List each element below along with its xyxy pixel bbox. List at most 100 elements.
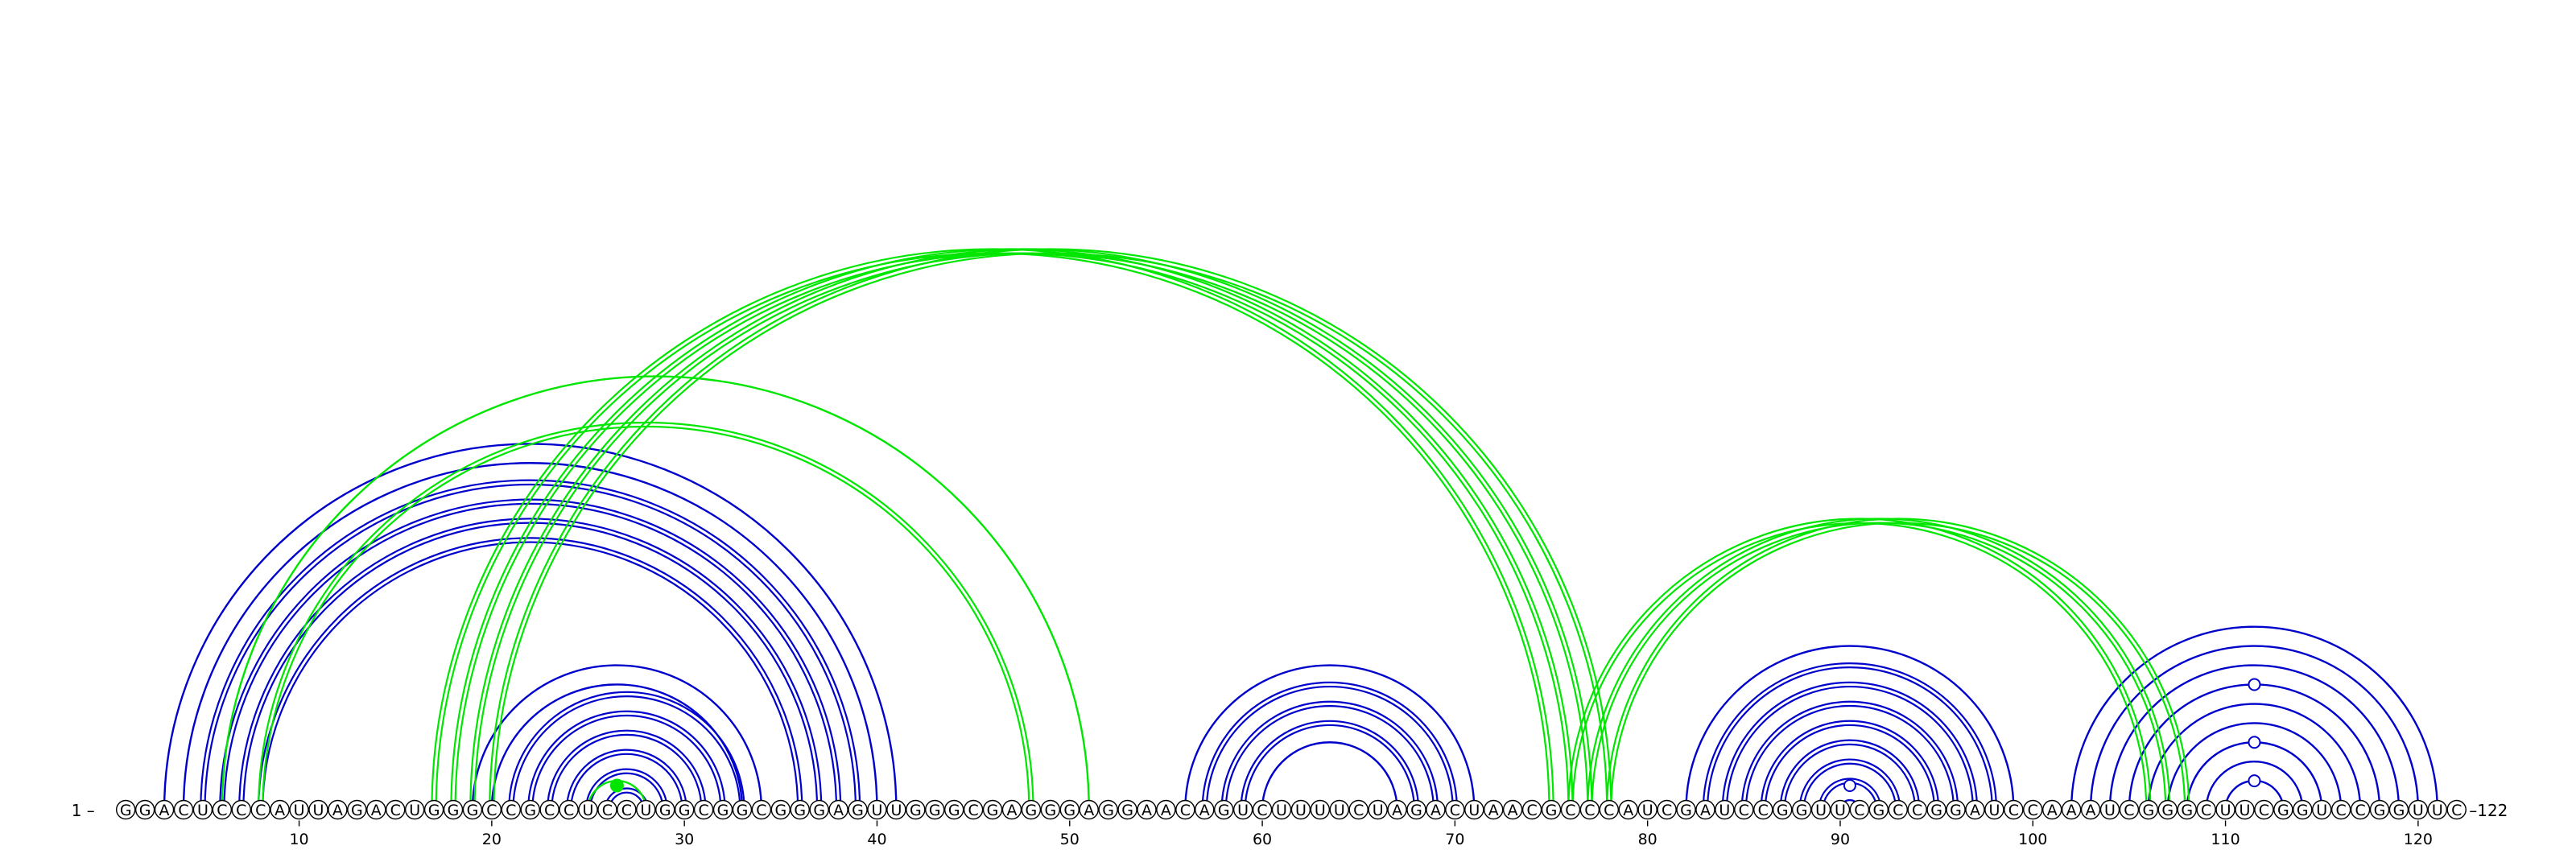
nucleotide-letter: G: [659, 802, 671, 819]
nucleotide: C: [2119, 799, 2140, 820]
nucleotide: C: [1521, 799, 1542, 820]
nucleotide-letter: A: [1970, 802, 1980, 819]
nucleotide-letter: C: [1662, 802, 1672, 819]
nucleotide-letter: G: [774, 802, 786, 819]
nucleotide-letter: U: [294, 802, 305, 819]
nucleotide: A: [1079, 799, 1099, 820]
nucleotide: C: [617, 799, 637, 820]
nucleotide: U: [636, 799, 656, 820]
nucleotide-letter: U: [2240, 802, 2251, 819]
nucleotide: G: [462, 799, 483, 820]
nucleotide-letter: A: [1430, 802, 1441, 819]
nucleotide-letter: A: [1508, 802, 1518, 819]
nucleotide: C: [1657, 799, 1677, 820]
nucleotide: A: [1137, 799, 1157, 820]
nucleotide-letter: A: [275, 802, 285, 819]
nucleotide: C: [1734, 799, 1754, 820]
nucleotide-letter: G: [448, 802, 460, 819]
blue-arc-60-67: [1261, 741, 1398, 811]
nucleotide: C: [231, 799, 251, 820]
nucleotide: U: [1715, 799, 1735, 820]
nucleotide: C: [539, 799, 559, 820]
nucleotide: C: [250, 799, 270, 820]
nucleotide-letter: G: [679, 802, 691, 819]
nucleotide: G: [1541, 799, 1562, 820]
nucleotide-letter: G: [1121, 802, 1133, 819]
nucleotide-letter: A: [1084, 802, 1094, 819]
nucleotide: U: [2427, 799, 2448, 820]
tick-label: 80: [1638, 831, 1657, 848]
nucleotide-letter: C: [2355, 802, 2365, 819]
nucleotide: G: [443, 799, 464, 820]
nucleotide-letter: G: [1930, 802, 1942, 819]
blue-arc-83-98: [1702, 662, 1998, 811]
nucleotide-letter: C: [2451, 802, 2462, 819]
nucleotide-letter: G: [948, 802, 960, 819]
nucleotide-letter: U: [872, 802, 883, 819]
blue-arc-102-121: [2070, 625, 2438, 811]
nucleotide: G: [1926, 799, 1946, 820]
nucleotide: G: [674, 799, 695, 820]
nucleotide: G: [906, 799, 926, 820]
nucleotide: G: [712, 799, 733, 820]
nucleotide: U: [1464, 799, 1484, 820]
nucleotide: A: [1618, 799, 1638, 820]
nucleotide: C: [2196, 799, 2216, 820]
nucleotide: G: [1117, 799, 1137, 820]
nucleotide-letter: C: [544, 802, 555, 819]
nucleotide: G: [1214, 799, 1234, 820]
nucleotide-letter: C: [178, 802, 188, 819]
nucleotide-letter: A: [2086, 802, 2096, 819]
nucleotide-letter: G: [2393, 802, 2405, 819]
nucleotide: C: [1599, 799, 1620, 820]
nucleotide: C: [1175, 799, 1195, 820]
nucleotide: G: [423, 799, 444, 820]
nucleotide-letter: G: [1102, 802, 1114, 819]
nucleotide: C: [1560, 799, 1581, 820]
green-arc-6-51: [221, 375, 1090, 811]
nucleotide-letter: U: [1719, 802, 1730, 819]
nucleotide: C: [597, 799, 617, 820]
position-axis: 10 20 30 40 50 60 70 80 90 100 110 120: [289, 820, 2433, 848]
nucleotide: U: [886, 799, 906, 820]
nucleotide-letter: A: [1161, 802, 1171, 819]
nucleotide-letter: G: [1950, 802, 1962, 819]
nucleotide: A: [154, 799, 175, 820]
blue-arc-86-95: [1760, 720, 1940, 811]
blue-arc-109-114: [2205, 760, 2304, 811]
nucleotide-letter: G: [120, 802, 132, 819]
nucleotide-letter: G: [139, 802, 151, 819]
nucleotide: U: [289, 799, 309, 820]
nucleotide-letter: U: [890, 802, 902, 819]
nucleotide: C: [501, 799, 521, 820]
nucleotide: G: [2177, 799, 2197, 820]
nucleotide-letter: C: [1450, 802, 1460, 819]
nucleotide: U: [1810, 799, 1831, 820]
nucleotide: A: [1195, 799, 1215, 820]
nucleotide-letter: U: [2413, 802, 2424, 819]
nucleotide: G: [655, 799, 675, 820]
nucleotide: A: [1965, 799, 1985, 820]
nucleotide-letter: G: [524, 802, 536, 819]
nucleotide-letter: U: [1815, 802, 1827, 819]
nucleotide-letter: U: [1835, 802, 1846, 819]
nucleotide: C: [1348, 799, 1368, 820]
nucleotide: G: [134, 799, 155, 820]
nucleotide: G: [2388, 799, 2409, 820]
nucleotide: U: [2408, 799, 2429, 820]
nucleotide: G: [520, 799, 540, 820]
nucleotide: G: [1791, 799, 1812, 820]
tick-label: 70: [1445, 831, 1464, 848]
nucleotide-letter: C: [1565, 802, 1575, 819]
nucleotide: C: [2446, 799, 2467, 820]
nucleotide: C: [386, 799, 406, 820]
nucleotide-letter: A: [1199, 802, 1210, 819]
nucleotide-letter: C: [564, 802, 574, 819]
nucleotide-letter: C: [2259, 802, 2269, 819]
blue-arc-8-36: [258, 537, 803, 811]
blue-arc-85-96: [1740, 700, 1959, 811]
nucleotide: G: [790, 799, 810, 820]
nucleotide: A: [2080, 799, 2101, 820]
nucleotide: A: [2061, 799, 2082, 820]
tick-label: 40: [867, 831, 886, 848]
